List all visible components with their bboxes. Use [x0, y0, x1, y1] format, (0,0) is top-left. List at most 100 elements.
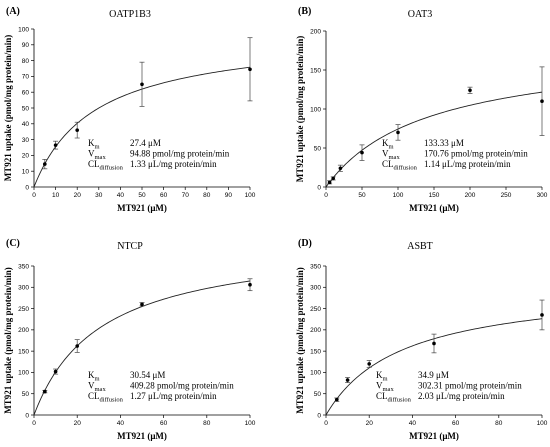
y-tick-label: 50 — [22, 391, 30, 398]
data-point — [248, 67, 252, 72]
param-diffusion-value: 1.27 μL/mg protein/min — [130, 391, 217, 401]
param-diffusion-value: 1.14 μL/mg protein/min — [424, 159, 511, 169]
x-tick-label: 300 — [537, 192, 548, 199]
y-tick-label: 250 — [18, 306, 29, 313]
y-tick-label: 150 — [310, 348, 321, 355]
data-point — [338, 166, 343, 171]
param-diffusion-label: CLdiffusion — [382, 159, 418, 172]
y-tick-label: 90 — [22, 42, 30, 49]
x-axis-label: MT921 (μM) — [409, 203, 459, 213]
y-axis-label: MT921 uptake (pmol/mg protein/min) — [295, 36, 305, 183]
x-tick-label: 200 — [465, 192, 476, 199]
param-max-label: Vmax — [376, 381, 394, 394]
data-point — [432, 341, 436, 346]
y-axis-label: MT921 uptake (pmol/mg protein/min) — [3, 35, 13, 182]
y-tick-label: 100 — [18, 26, 29, 33]
x-tick-label: 40 — [409, 420, 417, 427]
y-tick-label: 350 — [310, 263, 321, 270]
data-point — [331, 176, 336, 181]
y-tick-label: 150 — [310, 67, 321, 74]
y-tick-label: 300 — [18, 285, 29, 292]
fit-curve — [33, 280, 251, 416]
y-tick-label: 250 — [310, 306, 321, 313]
y-tick-label: 60 — [22, 90, 30, 97]
panel-c: (C) NTCP 0 20 40 60 80 100 0 50 100 150 200 250 300 350… — [3, 238, 256, 441]
x-tick-label: 10 — [52, 192, 60, 199]
x-tick-label: 60 — [452, 420, 460, 427]
param-m-label: Km — [376, 370, 388, 383]
data-point — [367, 362, 372, 366]
x-tick-label: 0 — [324, 420, 328, 427]
y-tick-label: 0 — [25, 412, 29, 419]
y-tick-label: 70 — [22, 74, 30, 81]
y-axis-label: MT921 uptake (pmol/mg protein/min) — [295, 267, 305, 414]
y-tick-label: 50 — [314, 391, 322, 398]
x-tick-label: 100 — [245, 420, 256, 427]
param-max-label: Vmax — [88, 149, 106, 162]
param-diffusion-label: CLdiffusion — [88, 159, 124, 172]
x-tick-label: 100 — [245, 192, 256, 199]
x-tick-label: 20 — [74, 192, 82, 199]
data-point — [75, 344, 79, 348]
y-tick-label: 50 — [22, 105, 30, 112]
x-tick-label: 60 — [160, 420, 168, 427]
x-tick-label: 0 — [32, 192, 36, 199]
y-tick-label: 80 — [22, 58, 30, 65]
y-tick-label: 300 — [310, 285, 321, 292]
data-point — [468, 88, 472, 93]
y-axis-label: MT921 uptake (pmol/mg protein/min) — [3, 267, 13, 414]
y-tick-label: 50 — [314, 145, 322, 152]
x-tick-label: 50 — [138, 192, 146, 199]
param-m-label: Km — [88, 370, 100, 383]
x-tick-label: 20 — [366, 420, 374, 427]
panel-letter: (B) — [298, 6, 311, 17]
data-point — [140, 302, 144, 307]
data-point — [396, 130, 400, 135]
param-max-value: 409.28 pmol/mg protein/min — [130, 381, 234, 391]
y-tick-label: 100 — [310, 370, 321, 377]
param-diffusion-label: CLdiffusion — [88, 391, 124, 404]
x-tick-label: 70 — [182, 192, 190, 199]
data-point — [43, 162, 47, 166]
x-axis-label: MT921 (μM) — [409, 431, 459, 441]
y-tick-label: 30 — [22, 137, 30, 144]
x-tick-label: 40 — [117, 192, 125, 199]
y-tick-label: 100 — [310, 106, 321, 113]
data-point — [248, 282, 252, 287]
y-tick-label: 10 — [22, 169, 30, 176]
x-tick-label: 150 — [429, 192, 440, 199]
panel-title: OAT3 — [408, 9, 432, 20]
y-tick-label: 100 — [18, 370, 29, 377]
panel-title: ASBT — [407, 241, 433, 252]
param-max-label: Vmax — [88, 381, 106, 394]
x-tick-label: 250 — [501, 192, 512, 199]
param-m-value: 27.4 μM — [130, 138, 161, 148]
x-tick-label: 80 — [203, 192, 211, 199]
x-tick-label: 20 — [74, 420, 82, 427]
panel-title: NTCP — [117, 241, 143, 252]
y-tick-label: 200 — [18, 327, 29, 334]
param-max-value: 302.31 pmol/mg protein/min — [418, 381, 522, 391]
param-max-value: 94.88 pmol/mg protein/min — [130, 149, 230, 159]
data-point — [43, 389, 47, 394]
param-m-value: 30.54 μM — [130, 370, 165, 380]
param-m-value: 34.9 μM — [418, 370, 449, 380]
data-point — [335, 397, 339, 402]
data-point — [360, 150, 364, 155]
data-point — [53, 143, 58, 147]
data-point — [327, 180, 332, 185]
param-diffusion-value: 2.03 μL/mg protein/min — [418, 391, 505, 401]
panel-title: OATP1B3 — [109, 9, 151, 20]
y-tick-label: 200 — [310, 28, 321, 35]
data-point — [53, 369, 58, 374]
param-max-value: 170.76 pmol/mg protein/min — [424, 149, 528, 159]
x-axis-label: MT921 (μM) — [117, 431, 167, 441]
y-tick-label: 40 — [22, 121, 30, 128]
x-tick-label: 0 — [32, 420, 36, 427]
panel-letter: (C) — [6, 238, 20, 249]
param-max-label: Vmax — [382, 149, 400, 162]
panel-d: (D) ASBT 0 20 40 60 80 100 0 50 100 150 200 250 300 350… — [295, 238, 548, 441]
panel-letter: (A) — [6, 6, 20, 17]
y-tick-label: 200 — [310, 327, 321, 334]
